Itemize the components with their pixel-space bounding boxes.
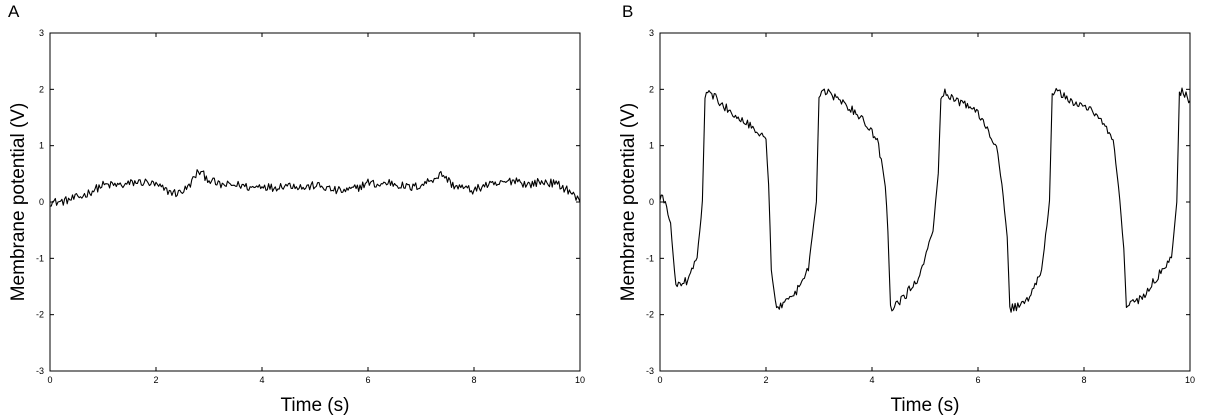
plot-frame	[49, 32, 581, 372]
x-tick-label: 0	[47, 375, 52, 385]
series-trace	[50, 169, 581, 207]
x-tick-label: 6	[365, 375, 370, 385]
x-tick-label: 8	[471, 375, 476, 385]
panel-b: B Time (s) Membrane potential (V) 0 2 4 6 8 1…	[618, 2, 1195, 416]
y-tick-label: -3	[646, 366, 654, 376]
y-tick-label: 1	[649, 141, 654, 151]
y-tick-label: -1	[36, 253, 44, 263]
y-tick-label: 0	[39, 197, 44, 207]
x-tick-label: 0	[657, 375, 662, 385]
y-tick-label: 2	[649, 84, 654, 94]
y-tick-label: -2	[36, 310, 44, 320]
x-tick-label: 10	[1185, 375, 1195, 385]
panel-b-x-axis-label: Time (s)	[891, 395, 960, 416]
y-tick-label: 3	[39, 28, 44, 38]
x-tick-label: 4	[869, 375, 874, 385]
y-tick-label: 2	[39, 84, 44, 94]
y-tick-label: -3	[36, 366, 44, 376]
x-tick-label: 2	[763, 375, 768, 385]
x-tick-label: 10	[575, 375, 585, 385]
x-tick-label: 8	[1081, 375, 1086, 385]
x-tick-label: 2	[153, 375, 158, 385]
panel-a-letter: A	[8, 2, 20, 21]
panel-b-y-axis-label: Membrane potential (V)	[618, 103, 639, 302]
y-tick-label: 0	[649, 197, 654, 207]
y-tick-label: -2	[646, 310, 654, 320]
plot-frame	[659, 32, 1191, 372]
panel-a: A Time (s) Membrane potential (V) 0 2 4 6 8 1…	[8, 2, 585, 416]
x-tick-label: 4	[259, 375, 264, 385]
panel-a-y-axis-label: Membrane potential (V)	[8, 103, 29, 302]
y-tick-label: 1	[39, 141, 44, 151]
x-tick-label: 6	[975, 375, 980, 385]
y-tick-label: -1	[646, 253, 654, 263]
panel-b-letter: B	[622, 2, 633, 21]
y-tick-label: 3	[649, 28, 654, 38]
series-trace	[659, 87, 1191, 313]
panel-a-x-axis-label: Time (s)	[281, 395, 350, 416]
